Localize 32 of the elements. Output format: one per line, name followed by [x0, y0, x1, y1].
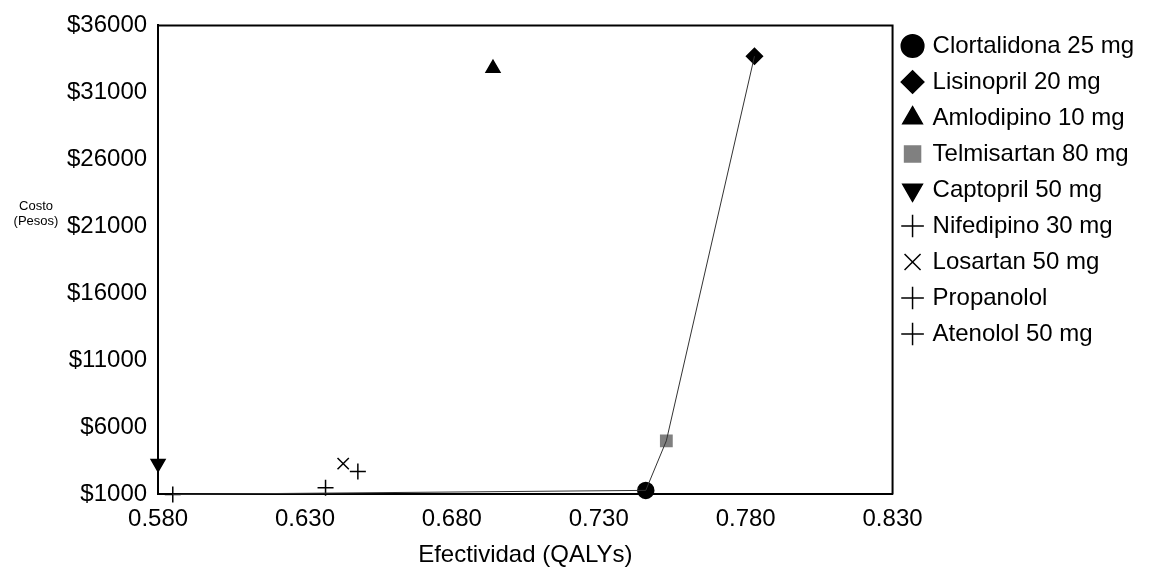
legend-label: Propanolol — [932, 282, 1048, 310]
y-tick-label: $1000 — [80, 479, 148, 507]
legend-label: Lisinopril 20 mg — [932, 66, 1101, 94]
point — [349, 462, 367, 481]
legend-label: Telmisartan 80 mg — [932, 138, 1129, 166]
legend-label: Captopril 50 mg — [932, 174, 1102, 202]
legend-label: Clortalidona 25 mg — [932, 30, 1135, 58]
legend-label: Nifedipino 30 mg — [932, 210, 1113, 238]
legend-label: Amlodipino 10 mg — [932, 102, 1125, 130]
y-axis-title: Costo (Pesos) — [12, 198, 60, 228]
x-tick-label: 0.780 — [715, 504, 776, 532]
y-tick-label: $11000 — [68, 345, 148, 373]
y-tick-label: $21000 — [66, 211, 148, 239]
x-tick-label: 0.680 — [421, 504, 482, 532]
point — [150, 458, 166, 473]
x-tick-label: 0.580 — [128, 504, 189, 532]
legend-label: Atenolol 50 mg — [932, 318, 1093, 346]
point — [316, 478, 335, 497]
y-tick-label: $31000 — [66, 77, 148, 105]
x-tick-label: 0.730 — [568, 504, 629, 532]
x-axis-title: Efectividad (QALYs) — [418, 540, 633, 568]
y-tick-label: $6000 — [80, 412, 148, 440]
y-tick-label: $16000 — [66, 278, 148, 306]
y-tick-label: $26000 — [66, 144, 148, 172]
y-tick-label: $36000 — [66, 10, 148, 38]
point — [745, 47, 764, 65]
legend-label: Losartan 50 mg — [932, 246, 1100, 274]
point — [336, 457, 350, 470]
x-tick-label: 0.830 — [862, 504, 923, 532]
point — [637, 481, 655, 500]
x-tick-label: 0.630 — [274, 504, 336, 532]
point — [485, 59, 501, 74]
